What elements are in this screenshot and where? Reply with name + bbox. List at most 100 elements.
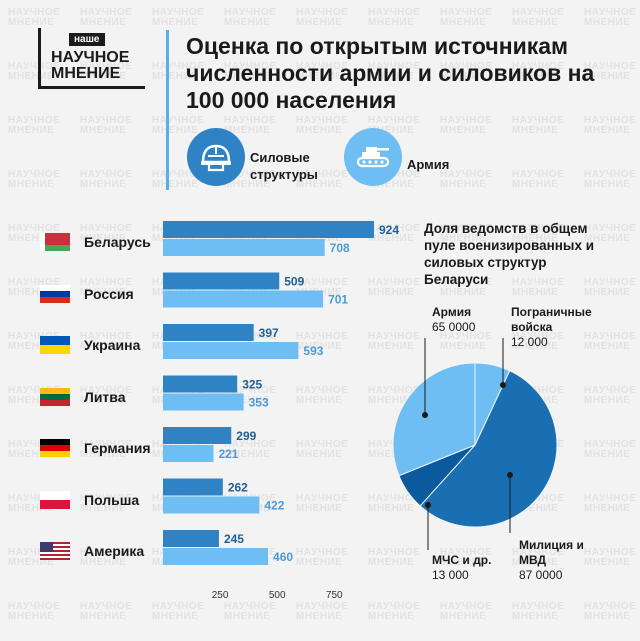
country-row: Литва: [40, 387, 126, 407]
pie-leader-dot: [500, 382, 506, 388]
tick-label: 250: [212, 590, 229, 601]
pie-label-army: Армия 65 0000: [432, 305, 476, 334]
pie-slice-police: [419, 370, 558, 528]
flag-icon: [40, 387, 70, 406]
bar-value-label: 460: [273, 550, 293, 564]
logo: наше НАУЧНОЕ МНЕНИЕ: [38, 28, 145, 89]
logo-top: наше: [69, 33, 105, 46]
bar-value-label: 221: [218, 447, 238, 461]
bar: [163, 496, 260, 514]
bar: [163, 393, 244, 411]
bar-value-label: 353: [249, 396, 269, 410]
bar: [163, 445, 214, 462]
country-label: Польша: [84, 491, 140, 508]
bar: [163, 221, 374, 238]
bar-value-label: 245: [224, 532, 244, 546]
legend-army-circle: [344, 128, 402, 186]
country-row: Россия: [40, 284, 134, 304]
flag-icon: [40, 336, 70, 354]
pie-label-police: Милиция и МВД 87 0000: [519, 538, 584, 582]
country-label: Америка: [84, 543, 145, 559]
pie-slice-border: [474, 362, 511, 446]
country-row: Америка: [40, 541, 144, 561]
divider-line: [166, 30, 169, 190]
tick-label: 750: [326, 590, 343, 601]
flag-icon: [40, 284, 70, 303]
bar-value-label: 924: [379, 223, 399, 237]
helmet-icon: [201, 144, 231, 172]
country-label: Германия: [84, 440, 151, 456]
pie-leader-dot: [507, 472, 513, 478]
bar-value-label: 509: [284, 275, 304, 289]
bar-value-label: 422: [264, 499, 284, 513]
country-row: Германия: [40, 438, 151, 458]
tick-label: 500: [269, 590, 286, 601]
bar: [163, 548, 269, 565]
pie-slice-army: [392, 362, 476, 477]
country-label: Украина: [84, 337, 141, 353]
logo-text: НАУЧНОЕ МНЕНИЕ: [51, 49, 130, 82]
flag-icon: [40, 233, 70, 251]
bar: [163, 427, 232, 444]
bar: [163, 239, 325, 256]
bar-value-label: 708: [330, 241, 350, 255]
bar: [163, 530, 219, 547]
country-row: Польша: [40, 490, 139, 510]
legend-army-label: Армия: [407, 157, 450, 172]
page-title: Оценка по открытым источникам численност…: [186, 33, 595, 113]
pie-slice-emergency: [398, 444, 476, 507]
bar: [163, 290, 324, 308]
bar-value-label: 593: [303, 344, 323, 358]
flag-icon: [40, 490, 70, 509]
pie-leader-dot: [425, 502, 431, 508]
legend-security-label: Силовые структуры: [250, 150, 318, 182]
bar: [163, 342, 299, 359]
